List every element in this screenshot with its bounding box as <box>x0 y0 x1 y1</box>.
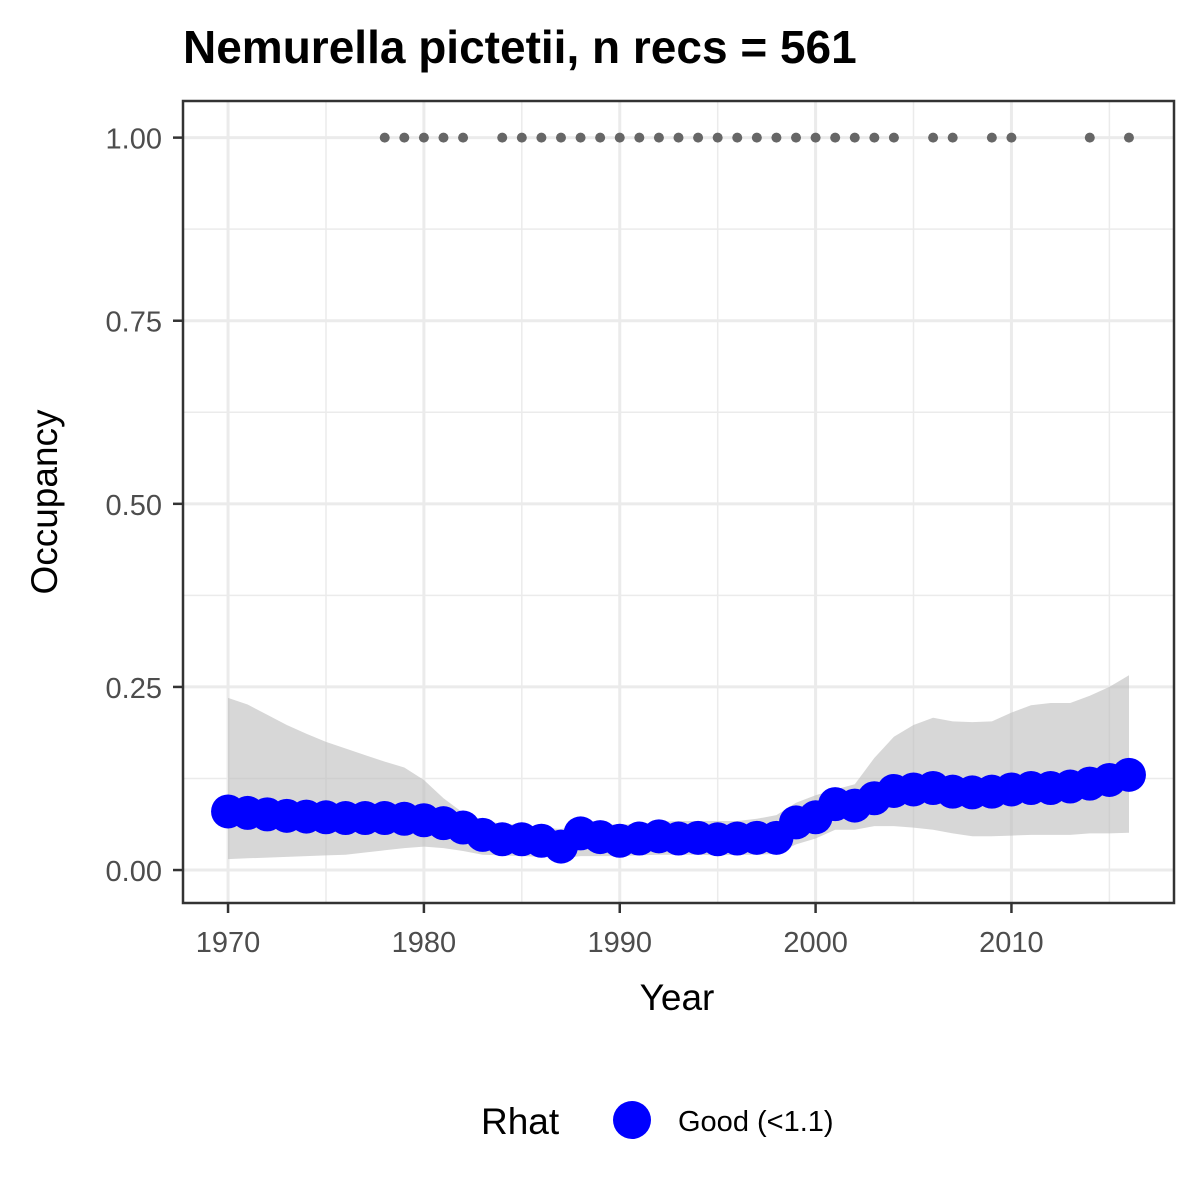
x-axis-title: Year <box>640 977 715 1018</box>
record-point <box>849 132 860 143</box>
record-point <box>791 132 802 143</box>
record-point <box>497 132 508 143</box>
record-point <box>928 132 939 143</box>
record-point <box>947 132 958 143</box>
record-point <box>379 132 390 143</box>
x-tick-label: 1990 <box>587 927 652 959</box>
legend-label: Good (<1.1) <box>678 1106 834 1138</box>
x-tick-label: 2010 <box>979 927 1044 959</box>
record-point <box>1006 132 1017 143</box>
x-tick-label: 2000 <box>783 927 848 959</box>
record-point <box>1084 132 1095 143</box>
record-point <box>595 132 606 143</box>
record-point <box>712 132 723 143</box>
y-tick-label: 0.75 <box>106 307 162 339</box>
record-point <box>751 132 762 143</box>
record-point <box>810 132 821 143</box>
legend-key <box>613 1101 651 1139</box>
record-point <box>418 132 429 143</box>
record-point <box>536 132 547 143</box>
x-tick-label: 1980 <box>392 927 457 959</box>
record-point <box>634 132 645 143</box>
y-tick-label: 0.25 <box>106 673 162 705</box>
record-point <box>986 132 997 143</box>
legend: Rhat Good (<1.1) <box>481 1101 834 1142</box>
series-point <box>1111 757 1146 792</box>
record-point <box>771 132 782 143</box>
record-point <box>732 132 743 143</box>
record-point <box>555 132 566 143</box>
record-point <box>869 132 880 143</box>
record-point <box>673 132 684 143</box>
chart-title: Nemurella pictetii, n recs = 561 <box>183 21 857 73</box>
record-point <box>458 132 469 143</box>
record-point <box>575 132 586 143</box>
record-point <box>888 132 899 143</box>
legend-title: Rhat <box>481 1101 560 1142</box>
record-point <box>693 132 704 143</box>
y-tick-label: 0.00 <box>106 856 162 888</box>
record-point <box>830 132 841 143</box>
record-point <box>516 132 527 143</box>
record-point <box>653 132 664 143</box>
record-point <box>1123 132 1134 143</box>
y-tick-label: 0.50 <box>106 490 162 522</box>
record-point <box>614 132 625 143</box>
y-axis-title: Occupancy <box>24 409 65 595</box>
plot-border <box>181 99 1176 905</box>
x-tick-label: 1970 <box>196 927 261 959</box>
record-point <box>399 132 410 143</box>
y-tick-label: 1.00 <box>106 124 162 156</box>
record-point <box>438 132 449 143</box>
